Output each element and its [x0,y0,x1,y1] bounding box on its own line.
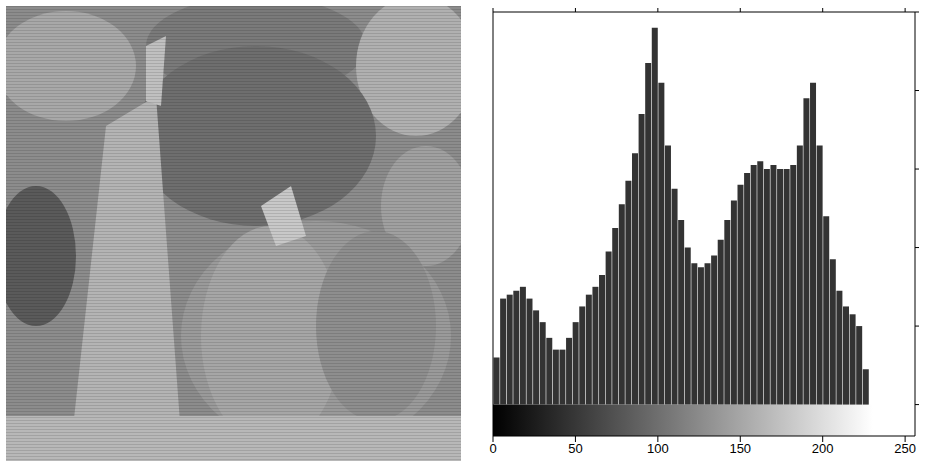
svg-text:100: 100 [647,441,669,456]
svg-text:150: 150 [729,441,751,456]
svg-text:50: 50 [568,441,582,456]
svg-text:0: 0 [489,441,496,456]
svg-text:200: 200 [812,441,834,456]
svg-text:250: 250 [894,441,916,456]
